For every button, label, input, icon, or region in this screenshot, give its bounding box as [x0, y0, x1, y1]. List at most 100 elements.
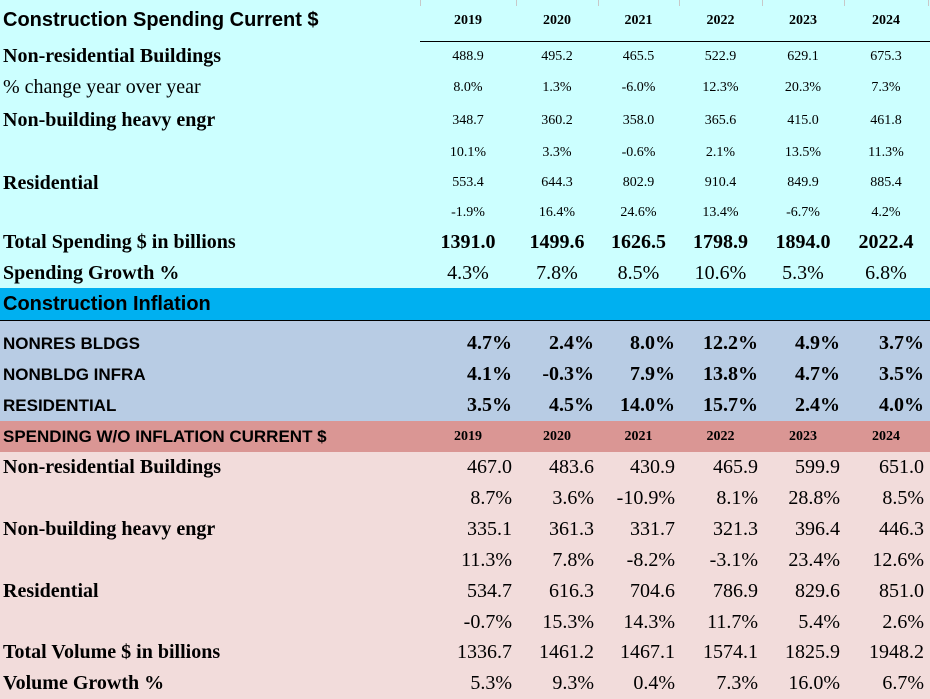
value-cell[interactable]: 5.3% — [782, 261, 824, 284]
value-cell[interactable]: 11.3% — [868, 145, 904, 160]
value-cell[interactable]: 8.1% — [716, 487, 758, 509]
value-cell[interactable]: 2.4% — [549, 332, 594, 354]
value-cell[interactable]: 4.2% — [871, 204, 901, 220]
value-cell[interactable]: 321.3 — [713, 518, 758, 540]
year-header-cell[interactable]: 2019 — [454, 428, 482, 444]
value-cell[interactable]: 12.6% — [872, 549, 924, 571]
year-header-cell[interactable]: 2021 — [624, 12, 653, 28]
value-cell[interactable]: -6.0% — [621, 79, 656, 95]
value-cell[interactable]: 7.8% — [536, 261, 578, 284]
value-cell[interactable]: 1894.0 — [775, 231, 831, 253]
value-cell[interactable]: 415.0 — [787, 112, 819, 128]
value-cell[interactable]: 4.3% — [447, 261, 489, 284]
value-cell[interactable]: 7.8% — [552, 549, 594, 571]
value-cell[interactable]: 1.3% — [542, 79, 572, 95]
value-cell[interactable]: 15.7% — [703, 394, 758, 416]
value-cell[interactable]: 446.3 — [879, 518, 924, 540]
value-cell[interactable]: 430.9 — [630, 456, 675, 478]
row-label[interactable]: Total Spending $ in billions — [3, 231, 236, 253]
year-header-cell[interactable]: 2021 — [624, 428, 653, 444]
value-cell[interactable]: 483.6 — [549, 456, 594, 478]
value-cell[interactable]: 12.2% — [703, 332, 758, 354]
value-cell[interactable]: 16.0% — [788, 672, 840, 694]
row-label[interactable]: % change year over year — [3, 76, 201, 98]
value-cell[interactable]: -6.7% — [786, 204, 820, 220]
row-label[interactable]: RESIDENTIAL — [3, 395, 117, 415]
value-cell[interactable]: 3.3% — [542, 145, 572, 160]
value-cell[interactable]: 2.4% — [795, 394, 840, 416]
value-cell[interactable]: 6.7% — [882, 672, 924, 694]
value-cell[interactable]: 8.5% — [617, 261, 660, 284]
value-cell[interactable]: 358.0 — [622, 112, 655, 128]
year-header-cell[interactable]: 2023 — [789, 428, 817, 444]
row-label[interactable]: Total Volume $ in billions — [3, 641, 221, 663]
value-cell[interactable]: 522.9 — [704, 48, 737, 64]
value-cell[interactable]: 0.4% — [633, 672, 675, 694]
value-cell[interactable]: 24.6% — [620, 204, 657, 220]
section-title[interactable]: Construction Inflation — [3, 292, 211, 315]
value-cell[interactable]: 704.6 — [630, 580, 675, 602]
year-header-cell[interactable]: 2024 — [872, 428, 900, 444]
year-header-cell[interactable]: 2024 — [872, 12, 900, 28]
value-cell[interactable]: 1798.9 — [693, 231, 748, 253]
value-cell[interactable]: 1948.2 — [869, 641, 924, 663]
value-cell[interactable]: 11.7% — [707, 611, 758, 633]
row-label[interactable]: Non-building heavy engr — [3, 518, 216, 540]
value-cell[interactable]: 10.1% — [449, 145, 487, 160]
value-cell[interactable]: 488.9 — [452, 48, 484, 64]
value-cell[interactable]: 1461.2 — [539, 641, 594, 663]
value-cell[interactable]: 7.3% — [716, 672, 758, 694]
value-cell[interactable]: 15.3% — [542, 611, 594, 633]
value-cell[interactable]: 8.5% — [882, 487, 924, 509]
value-cell[interactable]: 4.9% — [795, 332, 840, 354]
value-cell[interactable]: 396.4 — [795, 518, 840, 540]
value-cell[interactable]: 1467.1 — [620, 641, 675, 663]
value-cell[interactable]: 5.4% — [798, 611, 840, 633]
value-cell[interactable]: 651.0 — [879, 456, 924, 478]
value-cell[interactable]: 1574.1 — [703, 641, 758, 663]
value-cell[interactable]: 23.4% — [788, 549, 840, 571]
year-header-cell[interactable]: 2023 — [789, 12, 817, 28]
row-label[interactable]: Non-residential Buildings — [3, 45, 222, 67]
value-cell[interactable]: -1.9% — [451, 204, 485, 220]
value-cell[interactable]: 4.7% — [795, 363, 840, 385]
value-cell[interactable]: 1391.0 — [440, 231, 496, 253]
value-cell[interactable]: 8.0% — [630, 332, 675, 354]
value-cell[interactable]: -0.6% — [621, 145, 656, 160]
value-cell[interactable]: 331.7 — [630, 518, 675, 540]
value-cell[interactable]: 20.3% — [784, 79, 822, 95]
value-cell[interactable]: 11.3% — [461, 549, 512, 571]
section-title[interactable]: Construction Spending Current $ — [3, 9, 319, 31]
value-cell[interactable]: 13.5% — [784, 145, 822, 160]
value-cell[interactable]: 9.3% — [552, 672, 594, 694]
value-cell[interactable]: 3.5% — [467, 394, 512, 416]
value-cell[interactable]: 675.3 — [870, 48, 902, 64]
section-title[interactable]: SPENDING W/O INFLATION CURRENT $ — [3, 426, 327, 446]
value-cell[interactable]: 2022.4 — [858, 231, 914, 253]
value-cell[interactable]: 849.9 — [787, 175, 819, 190]
value-cell[interactable]: 361.3 — [549, 518, 594, 540]
value-cell[interactable]: 616.3 — [549, 580, 594, 602]
row-label[interactable]: NONBLDG INFRA — [3, 364, 146, 384]
value-cell[interactable]: 461.8 — [870, 112, 902, 128]
value-cell[interactable]: 12.3% — [702, 79, 739, 95]
row-label[interactable]: Non-residential Buildings — [3, 456, 222, 478]
value-cell[interactable]: 7.3% — [871, 79, 901, 95]
year-header-cell[interactable]: 2022 — [706, 12, 735, 28]
value-cell[interactable]: 13.4% — [702, 204, 739, 220]
value-cell[interactable]: 348.7 — [452, 112, 484, 128]
value-cell[interactable]: 10.6% — [694, 261, 747, 284]
value-cell[interactable]: -0.3% — [542, 363, 594, 385]
value-cell[interactable]: 14.3% — [623, 611, 675, 633]
value-cell[interactable]: 467.0 — [467, 456, 512, 478]
row-label[interactable]: Residential — [3, 171, 99, 194]
value-cell[interactable]: 360.2 — [541, 112, 573, 128]
value-cell[interactable]: 7.9% — [630, 363, 675, 385]
year-header-cell[interactable]: 2020 — [543, 12, 571, 28]
value-cell[interactable]: 2.1% — [705, 145, 736, 160]
value-cell[interactable]: 1336.7 — [457, 641, 512, 663]
value-cell[interactable]: 335.1 — [467, 518, 512, 540]
value-cell[interactable]: 465.5 — [622, 48, 655, 64]
year-header-cell[interactable]: 2019 — [454, 12, 482, 28]
value-cell[interactable]: -3.1% — [709, 549, 758, 571]
